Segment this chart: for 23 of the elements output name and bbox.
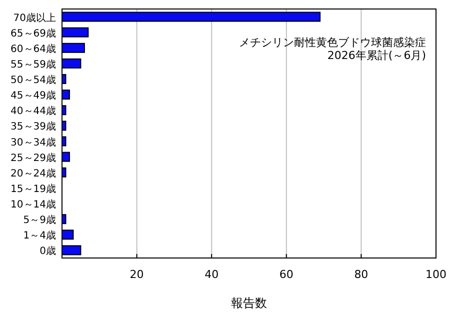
x-tick-label: 60 — [279, 268, 294, 281]
y-tick-label: 40～44歳 — [10, 105, 56, 118]
y-tick-label: 25～29歳 — [10, 152, 56, 164]
y-tick-label: 35～39歳 — [10, 120, 56, 133]
y-tick-label: 1～4歳 — [23, 230, 56, 242]
y-tick-label: 30～34歳 — [10, 136, 56, 148]
y-tick-label: 70歳以上 — [13, 12, 56, 24]
x-tick-label: 100 — [426, 268, 446, 281]
x-tick-label: 20 — [130, 268, 144, 281]
y-tick-label: 15～19歳 — [10, 182, 56, 195]
y-tick-label: 5～9歳 — [23, 214, 56, 226]
y-tick-label: 20～24歳 — [10, 167, 56, 180]
y-tick-label: 55～59歳 — [10, 58, 56, 70]
text: メチシリン耐性黄色ブドウ球菌感染症 2026年累計(～6月) — [239, 36, 426, 62]
y-tick-label: 10～14歳 — [10, 198, 56, 211]
y-tick-label: 50～54歳 — [10, 74, 56, 86]
x-tick-label: 40 — [204, 268, 219, 281]
x-axis-title: 報告数 — [231, 296, 267, 310]
y-tick-label: 60～64歳 — [10, 42, 56, 55]
y-tick-label: 45～49歳 — [10, 90, 56, 102]
y-tick-label: 65～69歳 — [10, 27, 56, 40]
x-tick-label: 80 — [354, 268, 368, 281]
y-tick-label: 0歳 — [40, 245, 56, 258]
